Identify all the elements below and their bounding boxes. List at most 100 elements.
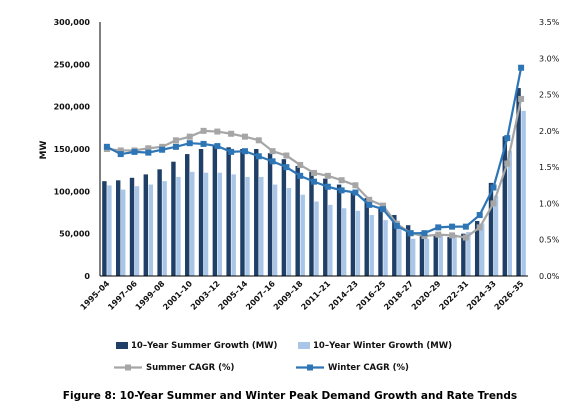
- summer-growth-bar: [433, 235, 438, 276]
- right-y-tick-label: 1.5%: [539, 163, 560, 172]
- winter-growth-bar: [259, 176, 264, 276]
- winter-cagr-point: [352, 189, 359, 196]
- summer-growth-bar: [254, 149, 259, 276]
- winter-cagr-point: [490, 184, 497, 191]
- winter-growth-bar: [438, 235, 443, 276]
- summer-growth-bar: [129, 177, 135, 276]
- summer-growth-bar: [419, 231, 425, 276]
- right-y-tick-label: 0.0%: [539, 272, 560, 281]
- summer-cagr-point: [435, 231, 442, 238]
- summer-cagr-point: [269, 148, 276, 155]
- legend-swatch-marker: [125, 364, 131, 371]
- winter-cagr-point: [518, 64, 525, 71]
- summer-growth-bar: [309, 171, 314, 276]
- winter-growth-bar: [134, 186, 140, 276]
- summer-cagr-point: [476, 224, 483, 231]
- summer-growth-bar: [115, 180, 121, 276]
- summer-growth-bar: [488, 182, 494, 276]
- summer-cagr-point: [241, 133, 248, 140]
- winter-cagr-point: [103, 143, 110, 150]
- legend-swatch-bar: [116, 342, 128, 349]
- winter-growth-bar: [493, 195, 499, 276]
- summer-cagr-point: [324, 172, 331, 179]
- legend-label: 10–Year Summer Growth (MW): [131, 341, 278, 351]
- summer-cagr-point: [338, 177, 345, 184]
- winter-cagr-point: [297, 172, 304, 179]
- left-y-tick-label: 100,000: [54, 187, 91, 196]
- winter-growth-bar: [355, 210, 361, 276]
- summer-growth-bar: [240, 149, 245, 276]
- legend-label: 10–Year Winter Growth (MW): [313, 341, 452, 351]
- winter-growth-bar: [286, 187, 292, 276]
- summer-cagr-line: [106, 98, 523, 239]
- winter-cagr-point: [449, 223, 456, 230]
- summer-cagr-point: [352, 182, 359, 189]
- summer-growth-bar: [447, 237, 452, 276]
- right-y-tick-label: 0.5%: [539, 236, 560, 245]
- summer-cagr-point: [490, 200, 497, 207]
- left-y-tick-label: 250,000: [54, 60, 91, 69]
- summer-cagr-point: [283, 152, 290, 159]
- summer-growth-bar: [281, 159, 287, 276]
- winter-cagr-point: [172, 143, 179, 150]
- winter-cagr-point: [393, 222, 400, 229]
- winter-growth-bar: [479, 223, 485, 276]
- winter-growth-bar: [272, 184, 278, 276]
- summer-cagr-point: [380, 202, 387, 209]
- winter-growth-bar: [203, 172, 209, 276]
- winter-cagr-point: [159, 146, 166, 153]
- winter-growth-bar: [217, 172, 223, 276]
- winter-growth-bar: [190, 171, 195, 276]
- legend-swatch-bar: [298, 342, 310, 349]
- summer-cagr-point: [228, 130, 235, 137]
- winter-growth-bar: [410, 238, 416, 276]
- y-axis-title: MW: [39, 140, 49, 159]
- winter-growth-bar: [245, 176, 250, 276]
- summer-growth-bar: [143, 174, 149, 276]
- right-y-tick-label: 1.0%: [539, 199, 560, 208]
- winter-cagr-point: [324, 183, 331, 190]
- x-tick-label: 2026–35: [493, 279, 526, 312]
- summer-growth-bar: [336, 184, 342, 276]
- summer-cagr-point: [449, 232, 456, 239]
- winter-growth-bar: [369, 215, 374, 276]
- right-y-tick-label: 3.0%: [539, 54, 560, 63]
- winter-cagr-point: [435, 224, 442, 231]
- summer-cagr-point: [518, 95, 525, 102]
- summer-growth-bar: [516, 88, 521, 276]
- right-y-tick-label: 2.5%: [539, 91, 560, 100]
- summer-growth-bar: [350, 191, 356, 276]
- summer-growth-bar: [323, 178, 328, 276]
- winter-cagr-point: [366, 201, 373, 208]
- legend-swatch-marker: [307, 364, 313, 371]
- winter-cagr-point: [504, 135, 511, 142]
- winter-cagr-point: [421, 230, 428, 237]
- winter-growth-bar: [314, 201, 319, 276]
- winter-growth-bar: [176, 176, 181, 276]
- winter-cagr-point: [462, 223, 469, 230]
- summer-cagr-point: [145, 145, 152, 152]
- summer-growth-bar: [198, 149, 204, 276]
- left-y-tick-label: 150,000: [54, 145, 91, 154]
- summer-growth-bar: [474, 220, 480, 276]
- winter-growth-bar: [424, 238, 430, 276]
- winter-growth-bar: [341, 208, 347, 276]
- winter-growth-bar: [507, 150, 513, 276]
- summer-growth-bar: [185, 154, 190, 276]
- right-y-tick-labels: 0.0% 0.5% 1.0% 1.5% 2.0% 2.5% 3.0% 3.5%: [539, 18, 560, 281]
- winter-growth-bar: [521, 110, 526, 277]
- summer-growth-bar: [461, 233, 466, 276]
- winter-cagr-line: [106, 67, 523, 235]
- winter-cagr-point: [380, 206, 387, 213]
- lines-layer: [103, 64, 525, 241]
- winter-cagr-point: [311, 178, 317, 185]
- summer-growth-bar: [267, 153, 273, 276]
- summer-growth-bar: [405, 225, 411, 276]
- summer-growth-bar: [102, 181, 107, 276]
- summer-cagr-point: [366, 196, 373, 203]
- summer-cagr-point: [200, 127, 207, 134]
- winter-growth-bar: [383, 220, 388, 276]
- winter-cagr-point: [255, 153, 262, 160]
